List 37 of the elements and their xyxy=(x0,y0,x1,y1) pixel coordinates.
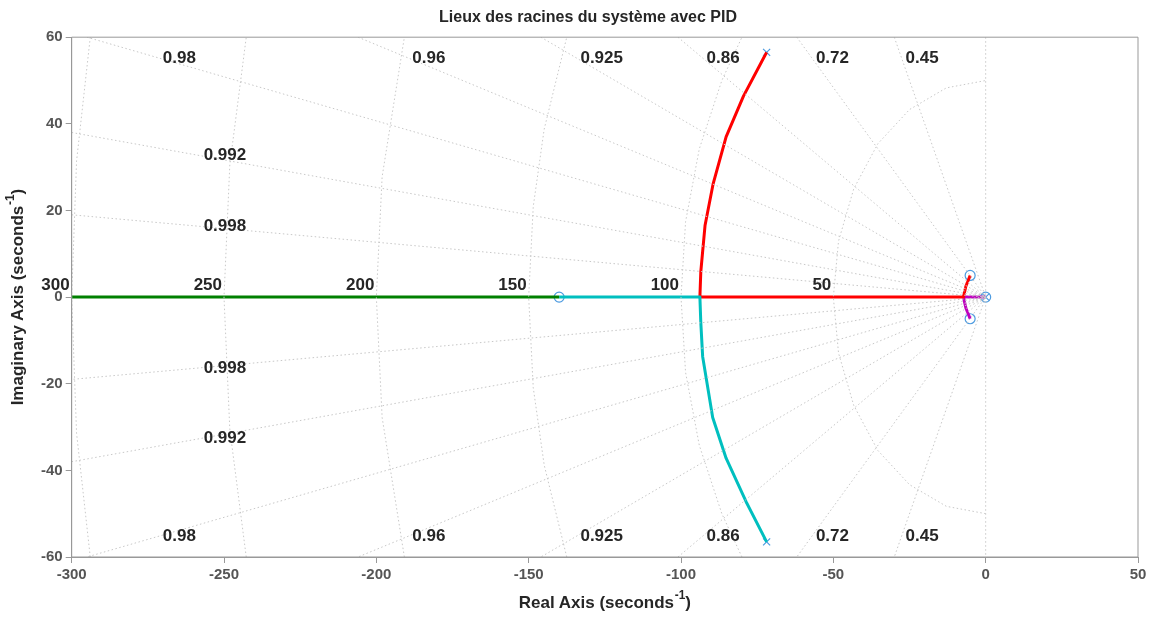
series-label: 0.992 xyxy=(203,428,247,448)
x-tick-label: 50 xyxy=(1129,565,1147,583)
series-label: 100 xyxy=(650,274,680,294)
series-label: 0.98 xyxy=(162,525,196,545)
series-label: 150 xyxy=(498,274,527,294)
series-label: 50 xyxy=(812,274,832,294)
y-tick-label: -60 xyxy=(40,547,63,565)
x-tick-label: -200 xyxy=(361,565,392,583)
x-tick-label: -100 xyxy=(665,565,697,583)
series-label: 0.998 xyxy=(203,357,247,377)
series-label: 200 xyxy=(345,274,375,294)
series-label: 250 xyxy=(193,274,223,294)
series-label: 0.86 xyxy=(706,525,740,545)
x-tick-label: -150 xyxy=(513,565,544,583)
y-tick-label: -40 xyxy=(40,460,63,478)
text: 0.45 xyxy=(905,47,939,67)
x-tick-label: 0 xyxy=(981,565,990,583)
series-label: 0.96 xyxy=(412,525,446,545)
y-axis-title: Imaginary Axis (seconds-1) xyxy=(3,188,27,406)
y-tick-label: 40 xyxy=(45,113,63,131)
x-tick-label: -50 xyxy=(822,565,845,583)
text: 0.992 xyxy=(203,145,247,165)
text: 0.998 xyxy=(203,216,247,236)
series-label: 0.45 xyxy=(905,525,939,545)
y-tick-label: 60 xyxy=(45,27,63,45)
text: 0.72 xyxy=(815,525,849,545)
x-tick-label: -250 xyxy=(209,565,240,583)
text: 0.925 xyxy=(580,47,623,67)
text: 0.96 xyxy=(412,47,446,67)
x-tick-label: -300 xyxy=(56,565,87,583)
y-tick-label: -20 xyxy=(40,373,63,391)
text: 0.98 xyxy=(162,47,196,67)
chart-title: Lieux des racines du système avec PID xyxy=(439,8,737,26)
series-label: 0.925 xyxy=(580,525,623,545)
series-label: 0.72 xyxy=(815,47,849,67)
y-tick-label: 20 xyxy=(45,200,63,218)
text: 0.86 xyxy=(706,47,740,67)
